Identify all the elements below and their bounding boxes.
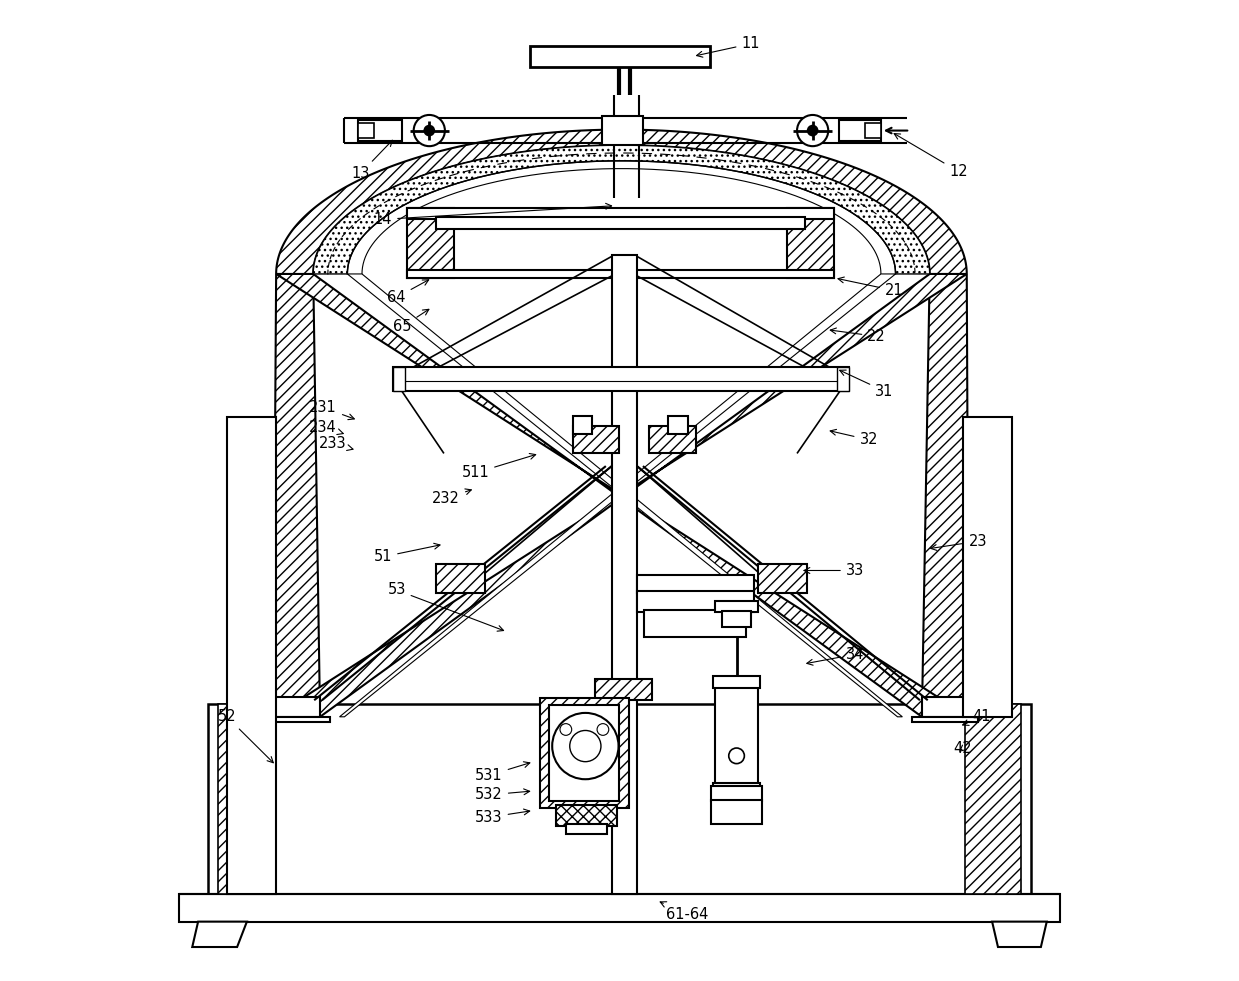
- Text: 42: 42: [953, 742, 971, 756]
- Circle shape: [797, 115, 828, 146]
- Polygon shape: [264, 717, 330, 722]
- Bar: [208, 704, 1031, 895]
- Polygon shape: [313, 145, 929, 274]
- Bar: [393, 367, 405, 391]
- Text: 23: 23: [930, 534, 987, 550]
- Bar: [358, 123, 374, 138]
- Circle shape: [729, 749, 745, 763]
- Text: 22: 22: [830, 328, 886, 344]
- Polygon shape: [276, 274, 969, 717]
- Circle shape: [807, 125, 819, 136]
- Bar: [838, 367, 849, 391]
- Bar: [839, 120, 881, 141]
- Bar: [668, 416, 688, 434]
- Text: 65: 65: [393, 309, 429, 335]
- Text: 234: 234: [310, 420, 343, 435]
- Polygon shape: [192, 921, 247, 947]
- Bar: [649, 426, 695, 453]
- Bar: [715, 600, 758, 612]
- Bar: [722, 611, 751, 627]
- Bar: [556, 804, 617, 826]
- Text: 34: 34: [807, 646, 864, 665]
- Bar: [637, 576, 755, 593]
- Bar: [572, 426, 620, 453]
- Text: 52: 52: [218, 709, 274, 763]
- Text: 532: 532: [475, 788, 529, 802]
- Text: 531: 531: [475, 762, 530, 783]
- Text: 511: 511: [461, 453, 535, 481]
- Text: 32: 32: [830, 430, 878, 447]
- Text: 21: 21: [838, 277, 903, 298]
- Bar: [714, 676, 760, 688]
- Bar: [178, 895, 1061, 921]
- Text: 61-64: 61-64: [660, 902, 709, 922]
- Text: 12: 12: [895, 133, 968, 179]
- Text: 13: 13: [351, 140, 393, 181]
- Bar: [406, 208, 834, 220]
- Bar: [406, 270, 834, 278]
- Polygon shape: [992, 921, 1047, 947]
- Text: 33: 33: [804, 563, 864, 578]
- Circle shape: [570, 731, 601, 761]
- Bar: [436, 218, 805, 230]
- Bar: [711, 800, 762, 824]
- Polygon shape: [922, 697, 969, 717]
- Polygon shape: [228, 417, 276, 895]
- Polygon shape: [347, 274, 902, 717]
- Bar: [644, 609, 746, 637]
- Bar: [406, 208, 453, 278]
- Circle shape: [553, 713, 618, 779]
- Text: 14: 14: [374, 203, 612, 227]
- Bar: [572, 416, 592, 434]
- Bar: [436, 564, 484, 593]
- Bar: [595, 679, 652, 700]
- Bar: [393, 367, 849, 391]
- Bar: [711, 786, 762, 800]
- Bar: [715, 686, 758, 788]
- Text: 31: 31: [840, 370, 893, 398]
- Bar: [965, 704, 1021, 895]
- Polygon shape: [274, 129, 969, 717]
- Polygon shape: [274, 274, 966, 717]
- Bar: [566, 824, 607, 834]
- Bar: [865, 123, 881, 138]
- Bar: [758, 564, 807, 593]
- Polygon shape: [274, 697, 320, 717]
- Bar: [530, 46, 710, 67]
- Polygon shape: [963, 417, 1011, 717]
- Bar: [714, 783, 760, 791]
- Circle shape: [560, 724, 571, 736]
- Text: 533: 533: [475, 809, 530, 825]
- Bar: [218, 704, 274, 895]
- Text: 233: 233: [320, 437, 353, 451]
- Circle shape: [597, 724, 608, 736]
- Text: 41: 41: [963, 709, 991, 725]
- Bar: [787, 208, 834, 278]
- Text: 11: 11: [696, 36, 760, 57]
- Bar: [539, 698, 629, 807]
- Circle shape: [424, 125, 435, 136]
- Text: 232: 232: [432, 489, 471, 506]
- Circle shape: [414, 115, 445, 146]
- Bar: [637, 591, 755, 612]
- Text: 53: 53: [388, 583, 503, 631]
- Polygon shape: [912, 717, 979, 722]
- Bar: [358, 120, 401, 141]
- Bar: [612, 255, 637, 895]
- Polygon shape: [339, 274, 896, 717]
- Text: 64: 64: [388, 280, 429, 305]
- Bar: [602, 116, 643, 145]
- Text: 51: 51: [374, 543, 440, 564]
- Bar: [549, 705, 620, 800]
- Text: 231: 231: [310, 400, 354, 420]
